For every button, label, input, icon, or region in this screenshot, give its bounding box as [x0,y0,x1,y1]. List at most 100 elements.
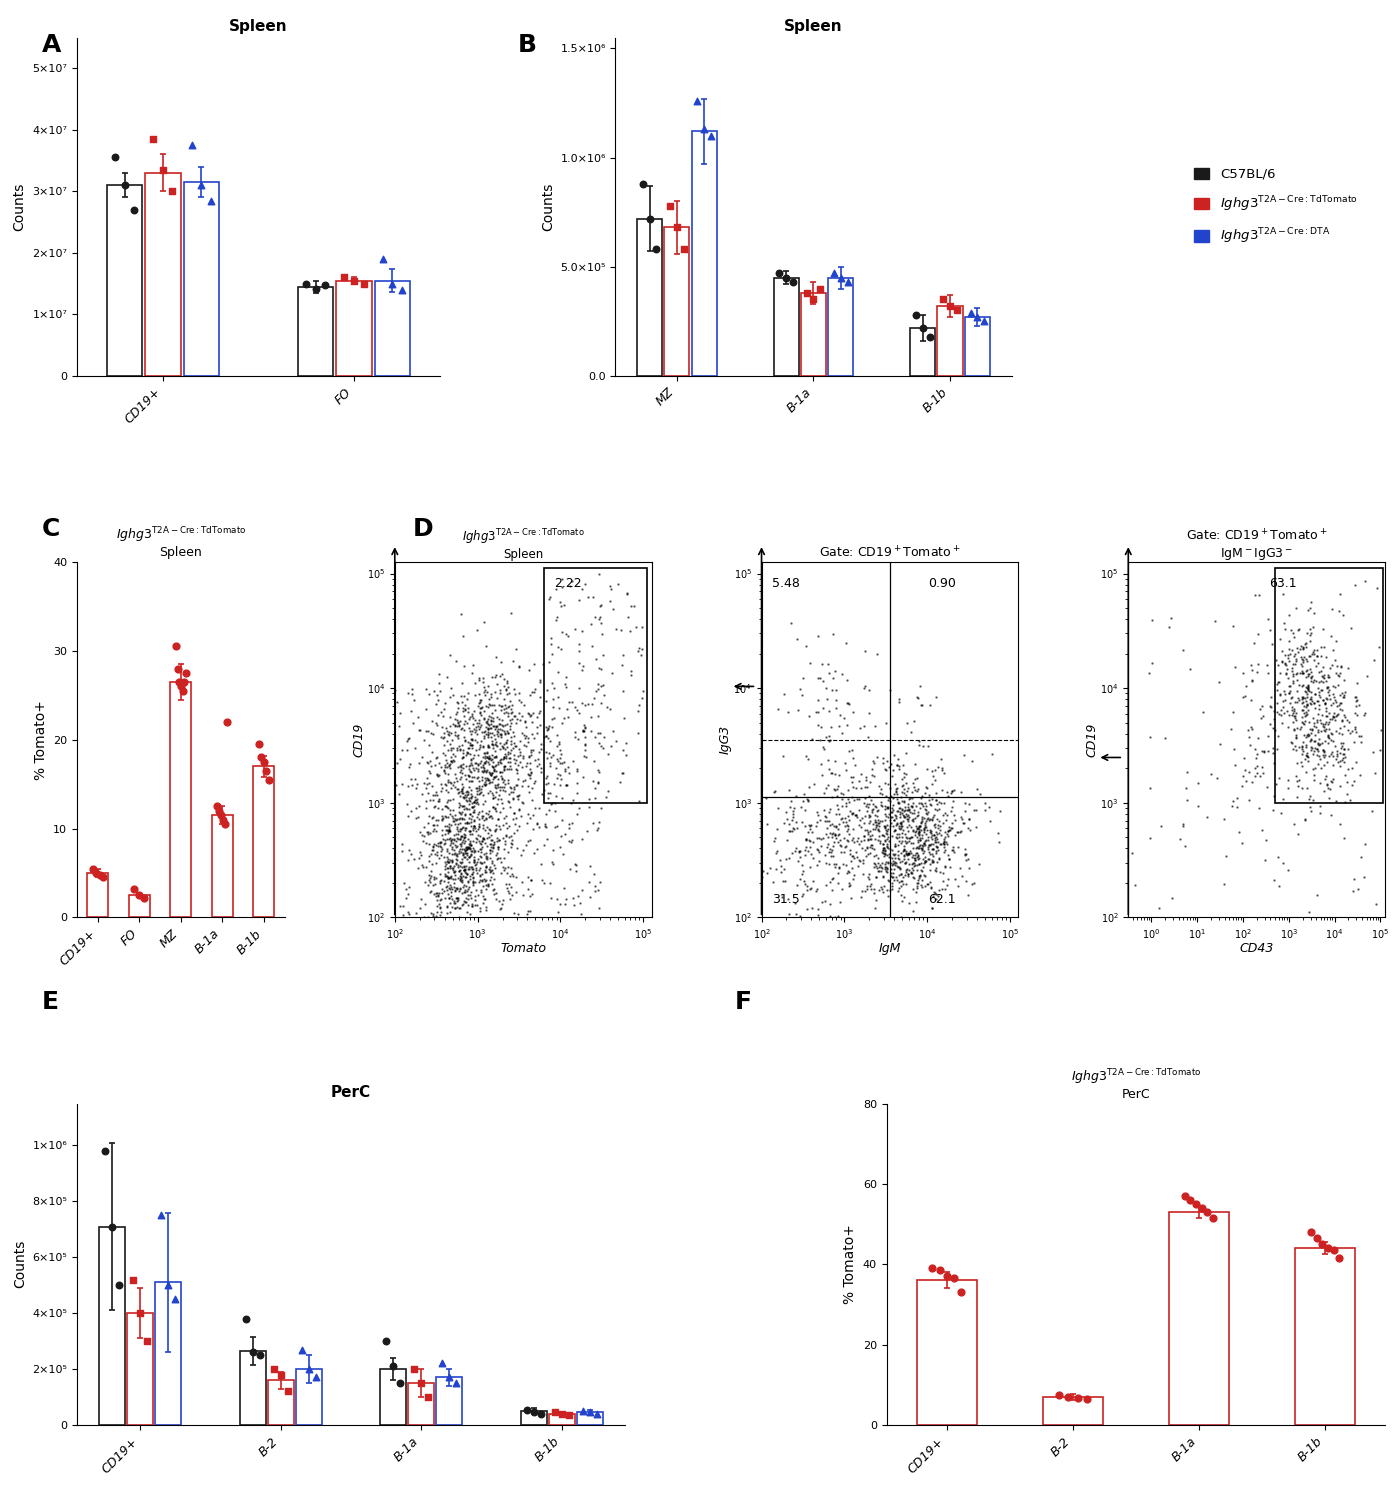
Point [1288,662,1311,686]
Point [1244,764,1266,788]
Point [865,888,887,912]
Point [879,813,901,837]
Point [453,802,476,826]
Point [442,831,464,855]
Point [887,798,909,822]
Point [1349,724,1371,748]
Point [841,844,863,868]
Point [824,660,846,684]
Point [490,896,512,920]
Point [818,903,841,927]
Point [891,796,914,820]
Point [957,856,979,880]
Point [582,585,604,609]
Point [453,704,476,728]
Point [916,828,939,852]
Point [1298,680,1321,703]
Point [449,766,471,790]
Point [1283,644,1305,668]
Point [958,807,981,831]
Point [1291,687,1314,711]
Point [422,882,445,906]
Point [471,874,494,898]
Point [1321,729,1343,753]
Point [869,789,891,813]
Point [537,782,560,806]
Point [438,819,460,843]
Point [1185,1192,1207,1216]
Point [893,837,915,861]
Point [1309,708,1332,732]
Point [1238,759,1260,783]
Point [484,776,506,800]
Point [1316,676,1339,700]
Point [1172,812,1195,836]
Point [613,680,635,703]
Point [1333,736,1356,760]
Point [470,696,492,720]
Point [421,722,443,746]
Point [1370,718,1392,742]
Point [890,812,912,836]
Point [457,716,480,740]
Point [895,831,918,855]
Point [779,795,802,819]
Point [884,772,907,796]
Point [1280,638,1302,662]
Title: Gate: CD19$^+$Tomato$^+$
IgM$^-$IgG3$^-$: Gate: CD19$^+$Tomato$^+$ IgM$^-$IgG3$^-$ [1186,528,1328,562]
Point [498,825,520,849]
Point [874,758,897,782]
Point [463,798,485,822]
Point [786,873,809,897]
Point [435,795,457,819]
Point [443,720,466,744]
Point [879,878,901,902]
Point [571,658,593,682]
Point [471,827,494,850]
Point [495,816,518,840]
Point [947,834,970,858]
Point [928,789,950,813]
Point [424,753,446,777]
Point [537,786,560,810]
Point [897,798,919,822]
Point [534,801,557,825]
Point [1290,633,1312,657]
Point [916,825,939,849]
Point [463,720,485,744]
Point [487,807,509,831]
Point [835,692,858,715]
Bar [409,1383,434,1425]
Point [470,831,492,855]
Point [572,654,595,678]
Point [459,844,481,868]
Text: 5.48: 5.48 [772,578,800,590]
Point [876,855,898,879]
Point [498,758,520,782]
Point [515,754,537,778]
Point [1247,652,1269,676]
Point [200,189,222,213]
Point [825,678,848,702]
Point [483,766,505,790]
Point [438,754,460,778]
Point [589,870,611,894]
Point [561,828,583,852]
Point [424,783,446,807]
Point [911,808,933,832]
Point [249,1342,271,1366]
Point [631,638,653,662]
Y-axis label: CD19: CD19 [1086,723,1098,758]
Point [452,624,474,648]
Point [942,834,964,858]
Point [494,833,516,856]
Point [452,842,474,866]
Point [571,578,593,602]
Point [388,782,410,806]
Point [912,831,935,855]
Point [491,663,513,687]
Point [964,870,986,894]
Point [497,675,519,699]
Point [1294,648,1316,672]
Point [823,815,845,839]
